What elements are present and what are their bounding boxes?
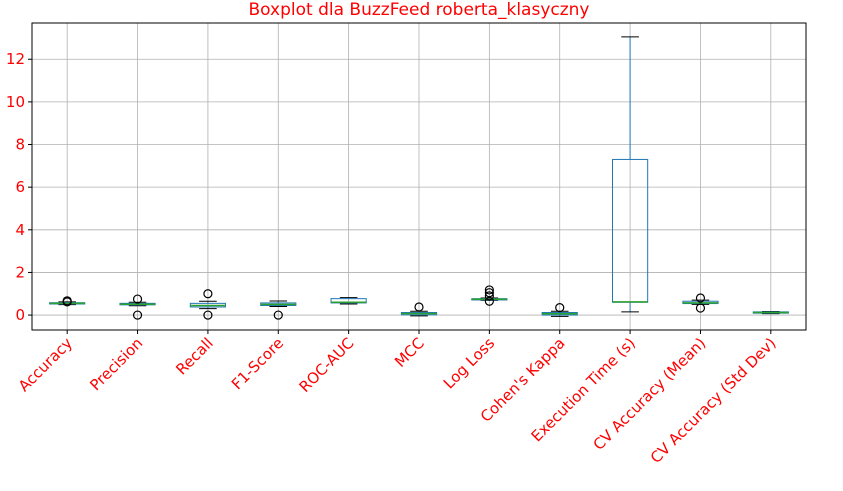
box-cohen-s-kappa xyxy=(541,303,578,317)
x-tick-label: Accuracy xyxy=(15,334,76,395)
box-accuracy xyxy=(49,296,86,307)
x-tick-label: Recall xyxy=(172,334,216,378)
y-tick-label: 10 xyxy=(6,93,25,111)
y-tick-label: 6 xyxy=(15,178,25,196)
grid-layer xyxy=(32,23,806,330)
x-tick-label: CV Accuracy (Std Dev) xyxy=(647,334,780,467)
box-cv-accuracy-mean xyxy=(682,293,719,313)
outlier-point xyxy=(695,303,706,313)
outlier-point xyxy=(62,297,72,307)
outlier-point xyxy=(203,289,213,299)
outlier-point xyxy=(132,294,143,304)
outlier-point xyxy=(484,291,494,301)
box-recall xyxy=(189,289,226,320)
box-precision xyxy=(119,294,156,320)
box-layer xyxy=(49,36,789,320)
x-tick-label: Log Loss xyxy=(440,334,498,392)
box-roc-auc xyxy=(330,297,367,305)
box-f1-score xyxy=(260,300,297,320)
chart-title: Boxplot dla BuzzFeed roberta_klasyczny xyxy=(248,0,589,20)
box-execution-time-s xyxy=(612,36,649,313)
outlier-point xyxy=(695,293,706,303)
x-tick-label: F1-Score xyxy=(228,334,287,393)
y-axis-ticks: 0 2 4 6 8 10 12 xyxy=(6,50,32,324)
x-tick-label: MCC xyxy=(391,334,428,371)
box-mcc xyxy=(400,302,438,317)
y-tick-label: 4 xyxy=(15,221,25,239)
outlier-point xyxy=(414,302,424,312)
box-cv-accuracy-std-dev xyxy=(752,310,789,315)
outlier-point xyxy=(484,288,494,298)
x-axis-ticks: Accuracy Precision Recall F1-Score ROC-AUC MC… xyxy=(15,330,780,467)
outlier-point xyxy=(203,310,213,320)
y-tick-label: 0 xyxy=(15,306,25,324)
outlier-point xyxy=(273,310,283,320)
outlier-point xyxy=(484,285,494,295)
y-tick-label: 8 xyxy=(15,136,25,154)
y-tick-label: 12 xyxy=(6,50,25,68)
x-tick-label: ROC-AUC xyxy=(296,334,358,396)
outlier-point xyxy=(132,310,143,320)
x-tick-label: Precision xyxy=(86,334,146,394)
box-log-loss xyxy=(471,285,508,306)
y-tick-label: 2 xyxy=(15,263,25,281)
outlier-point xyxy=(555,303,565,313)
